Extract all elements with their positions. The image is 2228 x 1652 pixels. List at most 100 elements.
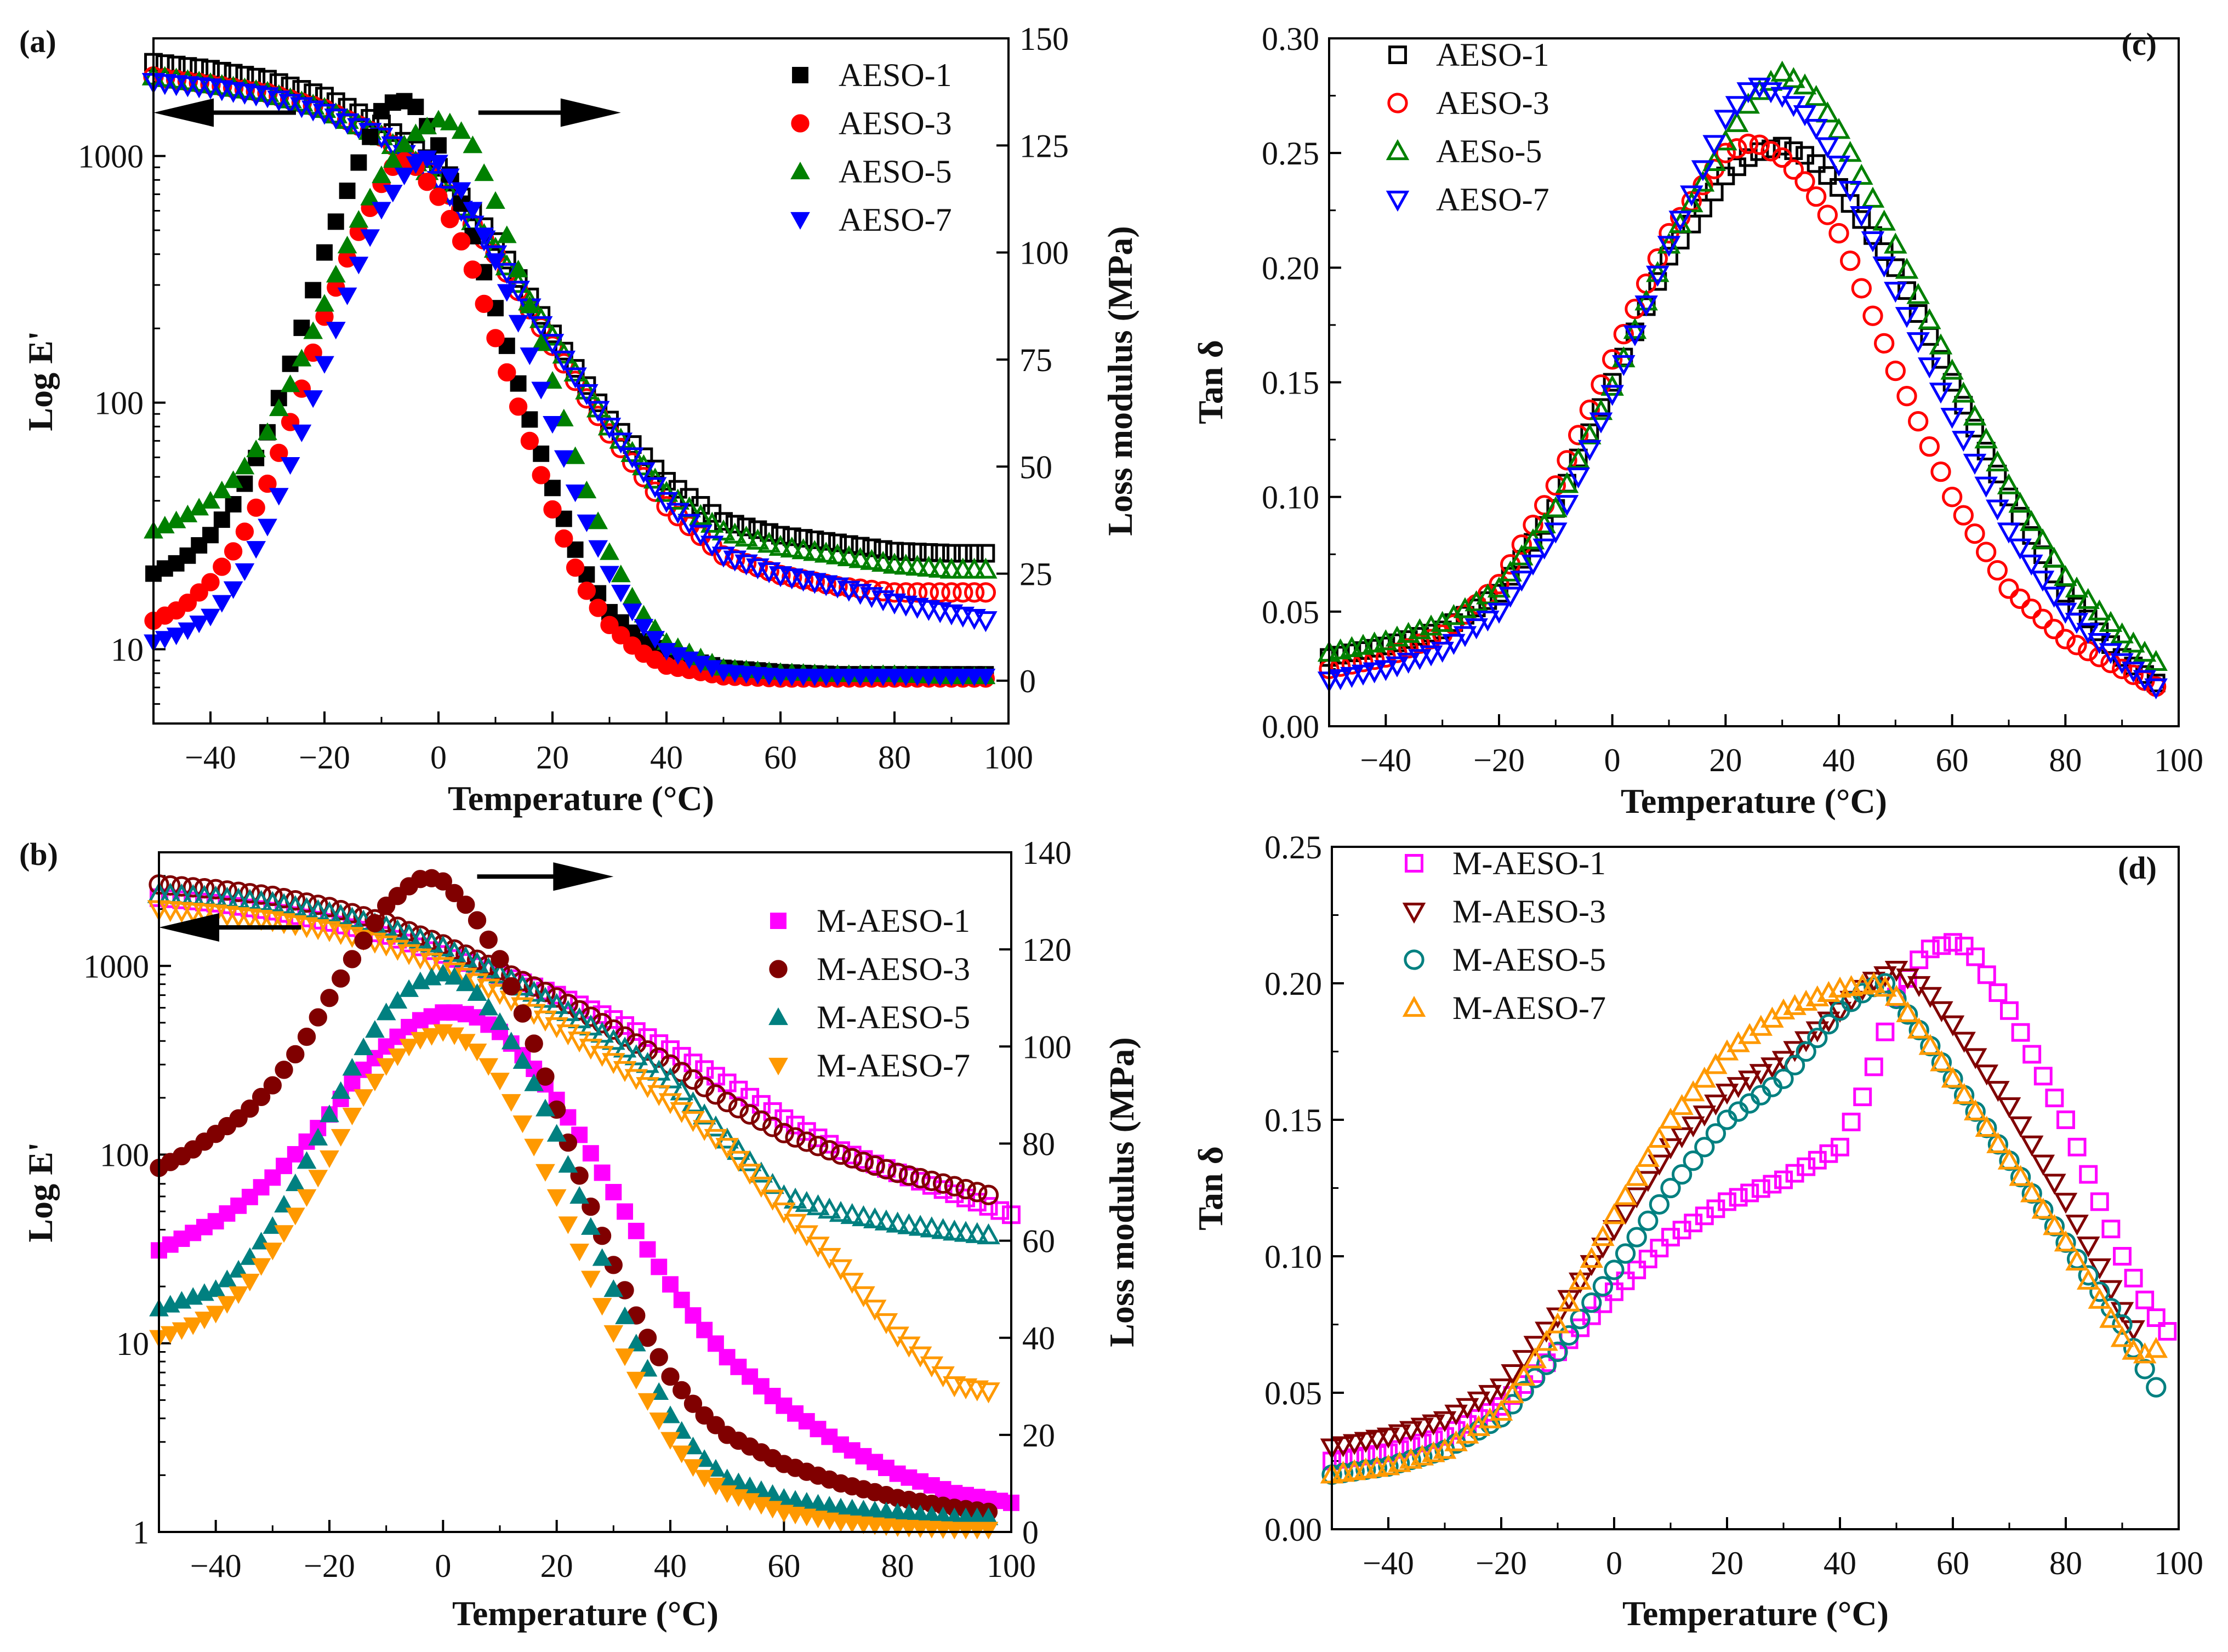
data-point-b-7 (660, 1432, 680, 1450)
data-point-a-7 (326, 322, 346, 340)
data-point-b-5 (502, 977, 521, 996)
data-point-a-7 (372, 202, 391, 220)
data-point-c-3 (1974, 476, 1998, 498)
data-point-d-2 (1592, 1276, 1614, 1297)
data-point-a-2 (860, 549, 884, 570)
data-point-d-1 (1997, 1097, 2021, 1119)
data-point-d-3 (2144, 1337, 2168, 1358)
x-tick-label-c-3: 20 (1709, 742, 1742, 778)
data-point-d-0 (1638, 1250, 1657, 1268)
data-point-c-0 (1976, 442, 1996, 460)
data-point-a-3 (597, 418, 622, 439)
data-point-b-0 (638, 1028, 657, 1047)
data-point-d-3 (1636, 1146, 1660, 1167)
x-tick-label-a-6: 80 (878, 739, 911, 776)
data-point-a-7 (463, 202, 483, 220)
panel-c: −40 −20 0 20 40 60 80 100 0.00 0.05 0.10 0.15 0.20 0.… (1191, 21, 2203, 821)
data-point-b-4 (662, 1276, 679, 1293)
data-point-b-6 (354, 1038, 374, 1056)
data-point-a-5 (224, 542, 243, 561)
data-point-b-7 (217, 1296, 237, 1314)
data-point-d-1 (2020, 1135, 2044, 1157)
legend-marker-d-4 (1402, 995, 1426, 1017)
data-point-b-6 (376, 1002, 396, 1021)
x-tick-label-b-6: 80 (881, 1548, 914, 1584)
data-point-d-3 (2065, 1249, 2089, 1271)
data-point-a-6 (315, 294, 334, 312)
data-point-b-7 (581, 1271, 601, 1289)
data-point-b-1 (932, 1173, 954, 1194)
data-point-b-4 (594, 1164, 611, 1181)
x-axis-title-a: Temperature (°C) (448, 779, 714, 818)
legend-marker-d-2 (1402, 902, 1426, 924)
data-point-c-3 (1804, 119, 1828, 140)
data-point-a-5 (509, 397, 528, 416)
data-point-a-4 (407, 99, 424, 115)
panel-tag-a: (a) (19, 24, 56, 59)
y-tick-label-left-c-3: 0.15 (1262, 365, 1319, 401)
data-point-a-3 (586, 401, 610, 422)
data-point-b-0 (979, 1197, 998, 1216)
data-point-c-3 (1623, 325, 1647, 346)
data-point-d-3 (1963, 1099, 1987, 1121)
data-point-a-7 (611, 584, 631, 602)
data-point-c-3 (1793, 105, 1817, 127)
data-point-d-0 (2011, 1023, 2030, 1042)
data-point-c-2 (1793, 73, 1817, 95)
data-point-d-2 (1615, 1243, 1636, 1264)
data-point-b-7 (558, 1216, 578, 1234)
data-point-d-3 (1625, 1165, 1649, 1186)
y-tick-label-right-b-6: 120 (1022, 932, 1072, 968)
plot-frame-c (1328, 37, 2180, 727)
data-point-b-3 (192, 903, 216, 925)
data-point-d-3 (1930, 1050, 1953, 1072)
data-point-a-7 (588, 540, 608, 558)
panel-tag-d: (d) (2118, 850, 2157, 886)
data-point-a-5 (498, 363, 516, 382)
data-point-b-2 (602, 1029, 625, 1050)
data-point-a-3 (643, 477, 667, 498)
data-point-d-0 (1831, 1137, 1849, 1157)
data-point-d-2 (1547, 1341, 1568, 1362)
data-point-c-3 (1940, 408, 1964, 429)
y-tick-label-left-c-4: 0.20 (1262, 250, 1319, 286)
data-point-b-5 (683, 1394, 703, 1413)
data-point-b-2 (545, 993, 568, 1014)
data-point-b-5 (638, 1329, 657, 1347)
data-point-b-1 (967, 1182, 988, 1203)
data-point-d-0 (2124, 1268, 2143, 1288)
data-point-b-5 (445, 884, 464, 903)
legend-label-b-3: M-AESO-5 (817, 999, 970, 1035)
x-tick-label-d-6: 80 (2049, 1545, 2082, 1581)
data-point-a-7 (976, 668, 996, 687)
panel-d: −40 −20 0 20 40 60 80 100 0.00 0.05 0.10 0.15 0.20 0.… (1191, 829, 2203, 1633)
data-point-d-2 (1626, 1227, 1647, 1247)
data-point-c-2 (1453, 597, 1477, 618)
y-axis-title-right-b: Loss modulus (MPa) (1102, 1037, 1141, 1347)
data-point-a-6 (201, 491, 220, 509)
data-point-b-2 (238, 888, 262, 910)
panel-b: −40 −20 0 20 40 60 80 100 1 10 100 1000 0 20 40 60 80 100… (19, 835, 1141, 1633)
data-point-a-6 (497, 225, 517, 243)
data-point-a-3 (540, 334, 565, 355)
legend-marker-c-1 (1388, 45, 1407, 64)
data-point-a-4 (339, 183, 356, 200)
data-point-d-2 (2089, 1281, 2110, 1302)
x-tick-label-a-3: 20 (536, 739, 569, 776)
data-point-a-5 (201, 573, 220, 591)
data-point-a-5 (577, 582, 596, 600)
data-point-c-3 (1725, 96, 1749, 117)
data-point-d-2 (2134, 1359, 2155, 1380)
data-point-c-1 (1602, 349, 1623, 370)
data-point-b-6 (297, 1151, 317, 1169)
data-point-a-2 (814, 542, 838, 563)
x-tick-label-b-3: 20 (540, 1548, 573, 1584)
data-point-d-1 (1467, 1391, 1491, 1413)
data-point-a-6 (235, 457, 255, 475)
data-point-b-5 (263, 1076, 282, 1095)
data-point-c-0 (1818, 166, 1837, 185)
data-point-a-5 (463, 260, 482, 279)
data-point-c-3 (1702, 135, 1726, 156)
data-point-c-2 (2054, 565, 2077, 586)
